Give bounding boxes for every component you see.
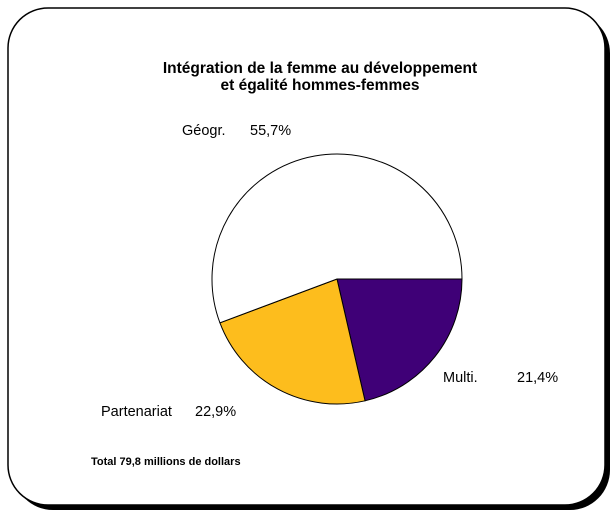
pie-slice — [336, 278, 463, 402]
slice-label: Partenariat — [101, 404, 172, 420]
slice-label: Multi. — [443, 370, 478, 386]
chart-title: et égalité hommes-femmes — [221, 77, 420, 94]
footnote: Total 79,8 millions de dollars — [91, 456, 241, 468]
value-label: 22,9% — [195, 404, 236, 420]
pie-slice — [219, 278, 366, 405]
chart-title: Intégration de la femme au développement — [163, 60, 477, 77]
slice-label: Géogr. — [182, 123, 226, 139]
value-label: 21,4% — [517, 370, 558, 386]
pie-slice — [211, 153, 463, 324]
value-label: 55,7% — [250, 123, 291, 139]
